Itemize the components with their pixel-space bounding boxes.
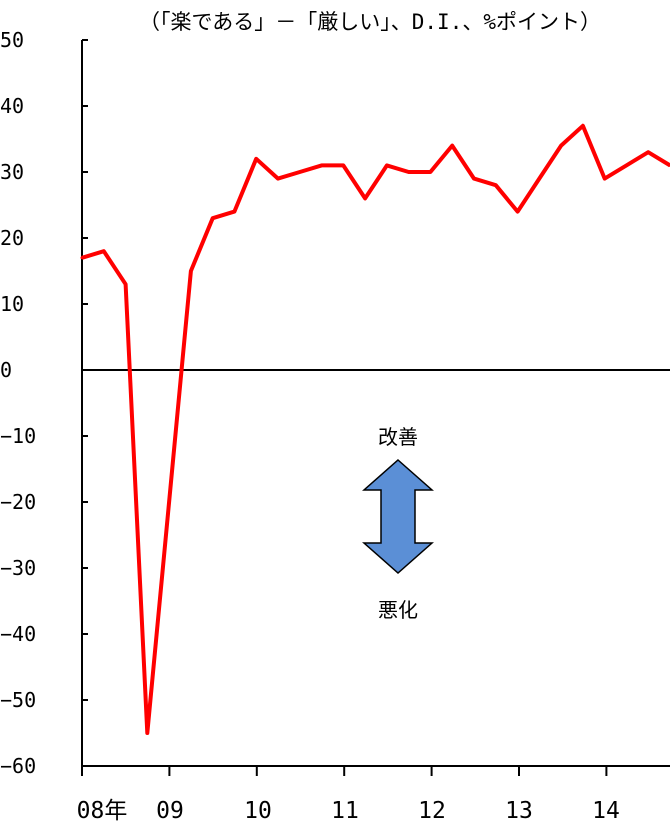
unit-label: （「楽である」－「厳しい」、D.I.、%ポイント） <box>139 10 601 34</box>
data-point <box>298 171 301 174</box>
data-point <box>647 151 650 154</box>
improve-label: 改善 <box>378 425 418 449</box>
data-point <box>320 164 323 167</box>
data-point <box>429 171 432 174</box>
data-point <box>189 270 192 273</box>
x-axis: 08年 09 10 11 12 13 14 <box>77 766 620 823</box>
y-tick-label: 0 <box>0 358 12 382</box>
y-tick-label: −20 <box>0 490 36 514</box>
data-point <box>407 171 410 174</box>
data-point <box>516 210 519 213</box>
y-tick-label: −60 <box>0 754 36 778</box>
data-point <box>277 177 280 180</box>
x-tick-label: 10 <box>244 798 272 823</box>
x-tick-label: 08年 <box>77 798 128 823</box>
data-point <box>168 501 171 504</box>
x-tick-label: 11 <box>331 798 359 823</box>
y-tick-label: 30 <box>0 160 24 184</box>
y-tick-label: 50 <box>0 28 24 52</box>
data-point <box>603 177 606 180</box>
data-point <box>625 164 628 167</box>
data-point <box>494 184 497 187</box>
data-point <box>538 177 541 180</box>
data-point <box>385 164 388 167</box>
y-tick-label: −40 <box>0 622 36 646</box>
double-arrow-icon <box>364 460 432 573</box>
y-tick-label: 20 <box>0 226 24 250</box>
y-tick-label: −10 <box>0 424 36 448</box>
data-point <box>211 217 214 220</box>
data-point <box>124 283 127 286</box>
worsen-label: 悪化 <box>378 598 418 622</box>
y-tick-label: 10 <box>0 292 24 316</box>
y-axis: 50 40 30 20 10 0 −10 −20 −30 −40 −50 −60 <box>0 28 88 778</box>
x-tick-label: 14 <box>592 798 620 823</box>
data-point <box>81 256 84 259</box>
y-tick-label: −50 <box>0 688 36 712</box>
data-point <box>342 164 345 167</box>
y-tick-label: −30 <box>0 556 36 580</box>
data-point <box>102 250 105 253</box>
data-point <box>581 124 584 127</box>
data-point <box>560 144 563 147</box>
x-tick-label: 09 <box>156 798 184 823</box>
data-point <box>451 144 454 147</box>
data-point <box>255 157 258 160</box>
x-tick-label: 12 <box>418 798 446 823</box>
y-tick-label: 40 <box>0 94 24 118</box>
data-point <box>364 197 367 200</box>
series-points <box>81 124 670 734</box>
data-point <box>146 732 149 735</box>
data-point <box>233 210 236 213</box>
series-line <box>82 126 670 733</box>
data-point <box>473 177 476 180</box>
x-tick-label: 13 <box>505 798 533 823</box>
